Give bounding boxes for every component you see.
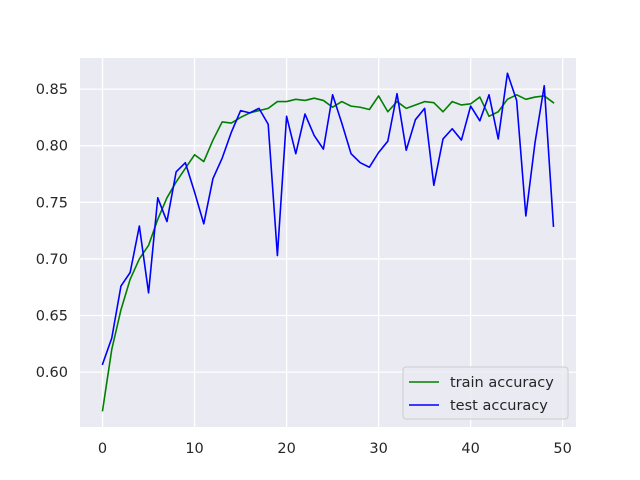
legend-label: test accuracy [450,398,548,414]
y-tick-label: 0.85 [36,82,68,98]
x-tick-label: 50 [553,441,571,457]
x-tick-label: 0 [98,441,107,457]
y-tick-label: 0.80 [36,139,68,155]
x-tick-label: 10 [185,441,203,457]
series-lines [101,72,555,412]
y-tick-label: 0.75 [36,195,68,211]
y-tick-label: 0.70 [36,252,68,268]
legend-label: train accuracy [450,375,554,391]
tick-labels: 0 10 20 30 40 50 0.60 0.65 0.70 0.75 0.80 0.85 [36,82,572,457]
x-tick-label: 30 [369,441,387,457]
x-tick-label: 20 [277,441,295,457]
x-tick-label: 40 [461,441,479,457]
series-line-test-accuracy [101,72,555,366]
y-tick-label: 0.60 [36,365,68,381]
y-tick-label: 0.65 [36,309,68,325]
legend: train accuracy test accuracy [402,366,569,420]
series-line-train-accuracy [101,93,555,412]
legend-box [402,366,569,420]
